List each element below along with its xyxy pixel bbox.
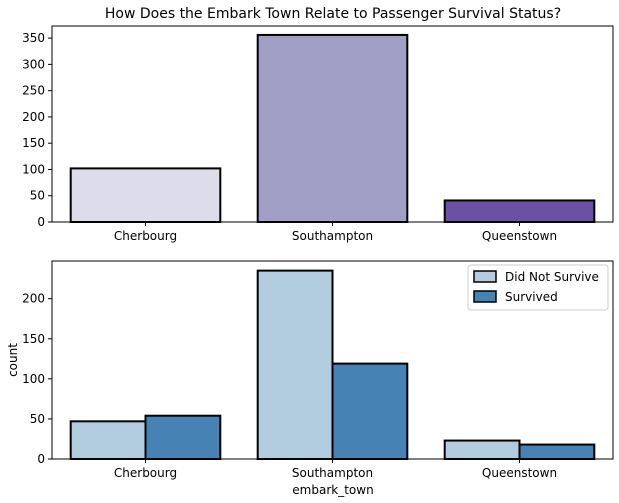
top-bars [69,33,596,223]
y-tick-label: 300 [22,57,45,71]
y-tick-label: 150 [22,332,45,346]
legend-label-survived: Survived [505,290,558,304]
legend-swatch-survived [473,290,497,303]
bottom-plot-frame [51,260,614,460]
x-tick-label-cherbourg: Cherbourg [114,466,177,480]
y-tick-label: 350 [22,31,45,45]
bar-cherbourg-survived [144,414,222,461]
bottom-bars [69,269,596,461]
bar-cherbourg [69,167,222,223]
bar-southampton-survived [331,362,409,461]
chart-top: How Does the Embark Town Relate to Passe… [22,6,614,243]
legend-swatch-did-not-survive [473,270,497,283]
bar-queenstown-did-not-survive [443,439,521,460]
top-y-ticks: 0 50 100 150 200 250 300 350 [22,31,52,229]
x-tick-label-southampton: Southampton [292,229,373,243]
x-tick-label-queenstown: Queenstown [482,229,557,243]
chart-title: How Does the Embark Town Relate to Passe… [105,6,561,22]
bar-southampton [256,33,409,223]
x-tick-label-queenstown: Queenstown [482,466,557,480]
y-axis-label: count [6,343,20,377]
y-tick-label: 100 [22,372,45,386]
x-axis-label: embark_town [292,483,373,497]
top-plot-frame [51,25,614,223]
y-tick-label: 100 [22,162,45,176]
x-tick-label-southampton: Southampton [292,466,373,480]
y-tick-label: 0 [37,452,45,466]
y-tick-label: 200 [22,110,45,124]
y-tick-label: 50 [30,412,45,426]
legend-label-did-not-survive: Did Not Survive [505,270,599,284]
bottom-y-ticks: 0 50 100 150 200 [22,292,52,466]
y-tick-label: 0 [37,215,45,229]
legend-frame [467,264,609,311]
chart-bottom: 0 50 100 150 200 Cherbourg Southampton Queenst… [6,260,614,497]
legend: Did Not Survive Survived [467,264,609,311]
y-tick-label: 150 [22,136,45,150]
y-tick-label: 200 [22,292,45,306]
top-x-ticks: Cherbourg Southampton Queenstown [114,222,557,243]
y-tick-label: 50 [30,189,45,203]
bar-queenstown [443,199,596,223]
bar-queenstown-survived [518,443,596,461]
bottom-x-ticks: Cherbourg Southampton Queenstown [114,459,557,480]
x-tick-label-cherbourg: Cherbourg [114,229,177,243]
bar-southampton-did-not-survive [256,269,334,461]
y-tick-label: 250 [22,84,45,98]
bar-cherbourg-did-not-survive [69,420,147,460]
